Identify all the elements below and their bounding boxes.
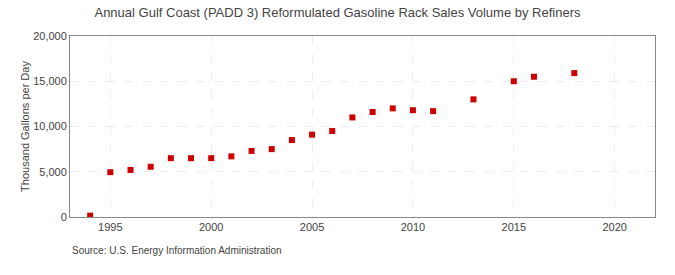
svg-text:2005: 2005: [300, 221, 324, 233]
svg-text:2000: 2000: [199, 221, 223, 233]
svg-text:10,000: 10,000: [33, 120, 67, 132]
svg-text:0: 0: [61, 211, 67, 223]
svg-text:Thousand Gallons per Day: Thousand Gallons per Day: [19, 61, 31, 192]
svg-text:20,000: 20,000: [33, 30, 67, 42]
svg-text:Source: U.S. Energy Informatio: Source: U.S. Energy Information Administ…: [72, 245, 282, 256]
svg-text:5,000: 5,000: [39, 166, 67, 178]
svg-text:15,000: 15,000: [33, 75, 67, 87]
svg-text:Annual Gulf Coast (PADD 3) Ref: Annual Gulf Coast (PADD 3) Reformulated …: [94, 5, 581, 20]
svg-text:2020: 2020: [602, 221, 626, 233]
svg-text:2015: 2015: [502, 221, 526, 233]
svg-text:1995: 1995: [98, 221, 122, 233]
svg-text:2010: 2010: [401, 221, 425, 233]
